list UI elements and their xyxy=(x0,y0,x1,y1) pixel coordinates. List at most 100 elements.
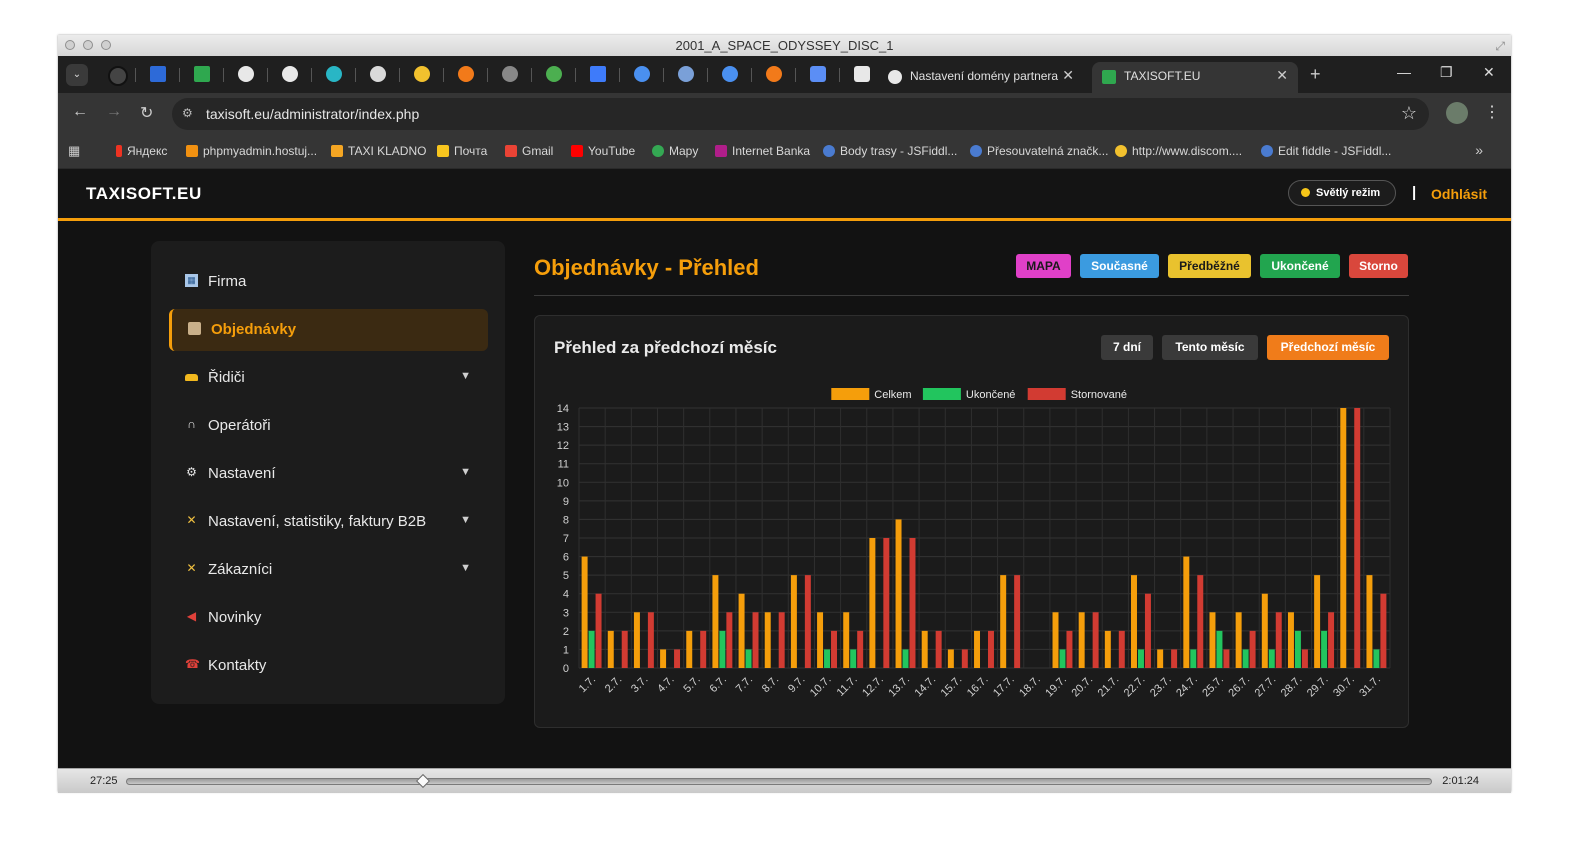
chevron-down-icon: ▼ xyxy=(460,466,471,478)
bar-celkem xyxy=(1052,612,1059,668)
pinned-tab-icon[interactable] xyxy=(150,66,166,82)
x-tick-label: 31.7. xyxy=(1357,674,1383,700)
bookmark-item[interactable]: http://www.discom.... xyxy=(1115,144,1242,158)
sidebar-item-label: Operátoři xyxy=(208,417,271,434)
sidebar-item-objednavky[interactable]: Objednávky xyxy=(169,309,488,351)
zoom-window-button[interactable] xyxy=(101,40,111,50)
close-window-button[interactable] xyxy=(65,40,75,50)
sidebar-item-ridici[interactable]: Řidiči ▼ xyxy=(169,357,485,399)
tab-nastaveni-domeny[interactable]: Nastavení domény partnera ✕ xyxy=(878,62,1084,93)
pinned-tab-icon[interactable] xyxy=(502,66,518,82)
new-tab-icon[interactable]: + xyxy=(1310,64,1321,84)
reload-icon[interactable]: ↻ xyxy=(140,105,154,122)
pinned-tab-icon[interactable] xyxy=(546,66,562,82)
legend-label: Celkem xyxy=(874,389,911,401)
ukoncene-button[interactable]: Ukončené xyxy=(1260,254,1340,278)
bookmark-item[interactable]: Edit fiddle - JSFiddl... xyxy=(1261,144,1391,158)
minimize-window-button[interactable] xyxy=(83,40,93,50)
sidebar-item-nastaveni-statistiky-b2b[interactable]: ✕ Nastavení, statistiky, faktury B2B ▼ xyxy=(169,501,485,543)
bookmark-item[interactable]: Gmail xyxy=(505,144,553,158)
pinned-tab-icon[interactable] xyxy=(458,66,474,82)
pinned-tab-icon[interactable] xyxy=(766,66,782,82)
megaphone-icon: ◀ xyxy=(186,609,197,623)
pinned-tab-icon[interactable] xyxy=(326,66,342,82)
tools-icon: ✕ xyxy=(186,561,197,575)
bookmark-item[interactable]: Body trasy - JSFiddl... xyxy=(823,144,957,158)
sidebar-item-novinky[interactable]: ◀ Novinky xyxy=(169,597,485,639)
theme-toggle-button[interactable]: Světlý režim xyxy=(1288,180,1396,206)
sidebar-item-nastaveni[interactable]: ⚙ Nastavení ▼ xyxy=(169,453,485,495)
bar-celkem xyxy=(686,630,693,668)
y-tick-label: 0 xyxy=(563,663,569,675)
y-tick-label: 2 xyxy=(563,626,569,638)
pinned-tab-icon[interactable] xyxy=(678,66,694,82)
bookmark-item[interactable]: TAXI KLADNO xyxy=(331,144,426,158)
bar-ukončené xyxy=(1216,630,1223,668)
pinned-tab-icon[interactable] xyxy=(722,66,738,82)
bar-ukončené xyxy=(745,649,752,668)
range-7-days-button[interactable]: 7 dní xyxy=(1101,335,1153,360)
sidebar-item-kontakty[interactable]: ☎ Kontakty xyxy=(169,645,485,687)
site-settings-icon[interactable]: ⚙ xyxy=(182,106,193,120)
pinned-tab-icon[interactable] xyxy=(194,66,210,82)
bar-celkem xyxy=(764,612,771,668)
close-tab-icon[interactable]: ✕ xyxy=(1276,67,1288,83)
chevron-down-icon: ▼ xyxy=(460,562,471,574)
bookmark-item[interactable]: YouTube xyxy=(571,144,635,158)
forward-arrow-icon[interactable]: → xyxy=(106,103,122,120)
pinned-tab-icon[interactable] xyxy=(634,66,650,82)
scrub-bar[interactable] xyxy=(126,773,1432,789)
logout-link[interactable]: Odhlásit xyxy=(1431,186,1488,202)
bar-celkem xyxy=(1340,408,1347,668)
brand-logo[interactable]: TAXISOFT.EU xyxy=(86,184,202,203)
back-arrow-icon[interactable]: ← xyxy=(72,103,88,120)
bookmark-item[interactable]: Internet Banka xyxy=(715,144,810,158)
fullscreen-icon[interactable]: ⤢ xyxy=(1495,39,1505,53)
pinned-tab-icon[interactable] xyxy=(590,66,606,82)
sidebar-item-label: Zákazníci xyxy=(208,561,273,578)
apps-grid-icon[interactable]: ▦ xyxy=(68,143,81,158)
pinned-tab-icon[interactable] xyxy=(238,66,254,82)
x-tick-label: 28.7. xyxy=(1279,674,1305,700)
close-icon[interactable]: ✕ xyxy=(1483,64,1495,80)
minimize-icon[interactable]: — xyxy=(1397,64,1411,80)
pinned-tab-icon[interactable] xyxy=(282,66,298,82)
scrub-handle[interactable] xyxy=(416,773,431,789)
bookmark-item[interactable]: phpmyadmin.hostuj... xyxy=(186,144,317,158)
storno-button[interactable]: Storno xyxy=(1349,254,1408,278)
bookmark-item[interactable]: Яндекс xyxy=(116,144,167,158)
mapa-button[interactable]: MAPA xyxy=(1016,254,1071,278)
tab-search-button[interactable]: ⌄ xyxy=(66,64,88,86)
pinned-tab-icon[interactable] xyxy=(810,66,826,82)
bookmark-item[interactable]: Přesouvatelná značk... xyxy=(970,144,1108,158)
range-previous-month-button[interactable]: Předchozí měsíc xyxy=(1267,335,1389,360)
legend-label: Ukončené xyxy=(966,389,1016,401)
bookmark-item[interactable]: Почта xyxy=(437,144,487,158)
address-bar[interactable]: ⚙ taxisoft.eu/administrator/index.php ☆ xyxy=(172,98,1429,130)
url-text[interactable]: taxisoft.eu/administrator/index.php xyxy=(206,106,420,122)
bookmarks-overflow-icon[interactable]: » xyxy=(1475,142,1483,158)
header-separator: | xyxy=(1412,184,1417,201)
bookmark-star-icon[interactable]: ☆ xyxy=(1400,103,1417,123)
pinned-tab-icon[interactable] xyxy=(370,66,386,82)
tab-taxisoft[interactable]: TAXISOFT.EU ✕ xyxy=(1092,62,1298,93)
soucasne-button[interactable]: Současné xyxy=(1080,254,1159,278)
sidebar-item-label: Firma xyxy=(208,273,247,290)
profile-avatar[interactable] xyxy=(1446,102,1468,124)
sidebar-item-operatori[interactable]: ∩ Operátoři xyxy=(169,405,485,447)
pinned-tab-icon[interactable] xyxy=(108,66,128,86)
x-tick-label: 4.7. xyxy=(655,674,676,695)
more-menu-icon[interactable]: ⋮ xyxy=(1484,104,1500,121)
bookmark-item[interactable]: Mapy xyxy=(652,144,698,158)
bar-celkem xyxy=(947,649,954,668)
predbezne-button[interactable]: Předběžné xyxy=(1168,254,1251,278)
range-this-month-button[interactable]: Tento měsíc xyxy=(1162,335,1258,360)
restore-icon[interactable]: ❐ xyxy=(1440,64,1453,80)
pinned-tab-icon[interactable] xyxy=(854,66,870,82)
bar-stornované xyxy=(778,612,785,668)
pinned-tab-icon[interactable] xyxy=(414,66,430,82)
sidebar-item-firma[interactable]: ▦ Firma xyxy=(169,261,485,303)
close-tab-icon[interactable]: ✕ xyxy=(1062,67,1074,83)
sidebar-item-zakaznici[interactable]: ✕ Zákazníci ▼ xyxy=(169,549,485,591)
y-tick-label: 3 xyxy=(563,607,569,619)
